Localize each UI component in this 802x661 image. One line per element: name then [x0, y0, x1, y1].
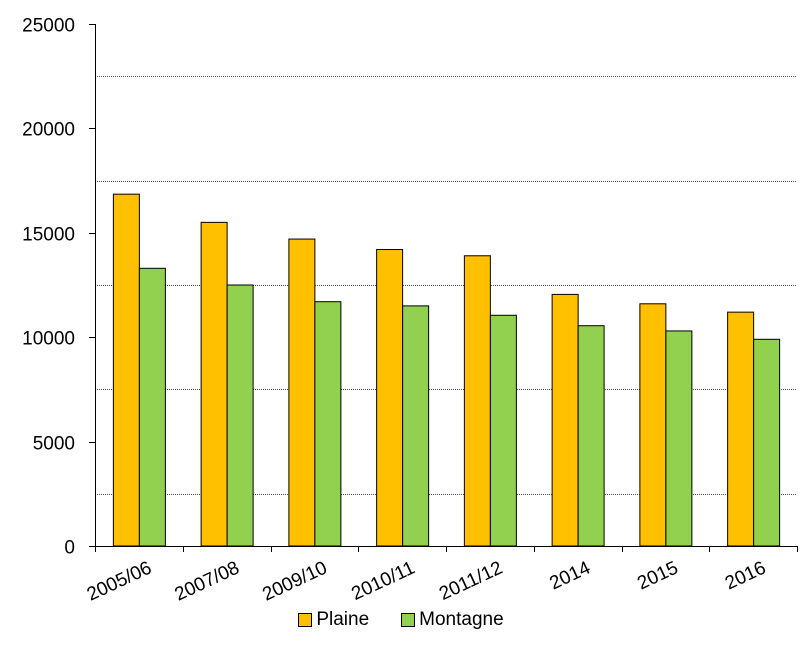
bar-montagne — [314, 301, 342, 547]
bar-plaine — [376, 249, 404, 547]
bar-plaine — [463, 255, 491, 547]
x-tick-label: 2016 — [722, 557, 769, 594]
legend-item-plaine: Plaine — [298, 609, 369, 631]
bar-plaine — [112, 193, 140, 547]
x-tick-label: 2011/12 — [436, 557, 506, 604]
bar-montagne — [489, 314, 517, 547]
bar-plaine — [639, 303, 667, 547]
bar-montagne — [402, 305, 430, 547]
bar-plaine — [200, 221, 228, 547]
bar-montagne — [753, 338, 781, 547]
x-tick-label: 2007/08 — [172, 557, 243, 605]
y-tick-label: 25000 — [22, 16, 75, 37]
bar-plaine — [727, 311, 755, 547]
x-tick-label: 2014 — [547, 557, 595, 594]
legend-swatch-plaine — [298, 613, 313, 627]
legend-label-plaine: Plaine — [316, 609, 370, 630]
legend: Plaine Montagne — [0, 609, 802, 631]
legend-label-montagne: Montagne — [419, 609, 504, 630]
x-tick-label: 2010/11 — [348, 557, 418, 604]
y-tick-label: 15000 — [22, 225, 75, 246]
legend-item-montagne: Montagne — [401, 609, 504, 631]
bar-montagne — [226, 284, 254, 547]
y-tick-label: 5000 — [33, 434, 75, 455]
x-tick-label: 2009/10 — [259, 557, 330, 605]
bar-montagne — [665, 330, 693, 547]
bar-montagne — [577, 325, 605, 547]
y-tick-label: 0 — [64, 538, 75, 559]
bar-plaine — [551, 293, 579, 547]
bar-montagne — [138, 267, 166, 547]
bar-plaine — [288, 238, 316, 547]
y-tick-label: 10000 — [22, 329, 75, 350]
x-tick-label: 2015 — [634, 557, 681, 594]
legend-swatch-montagne — [401, 613, 416, 627]
x-tick-label: 2005/06 — [84, 557, 155, 605]
y-tick-label: 20000 — [22, 120, 75, 141]
